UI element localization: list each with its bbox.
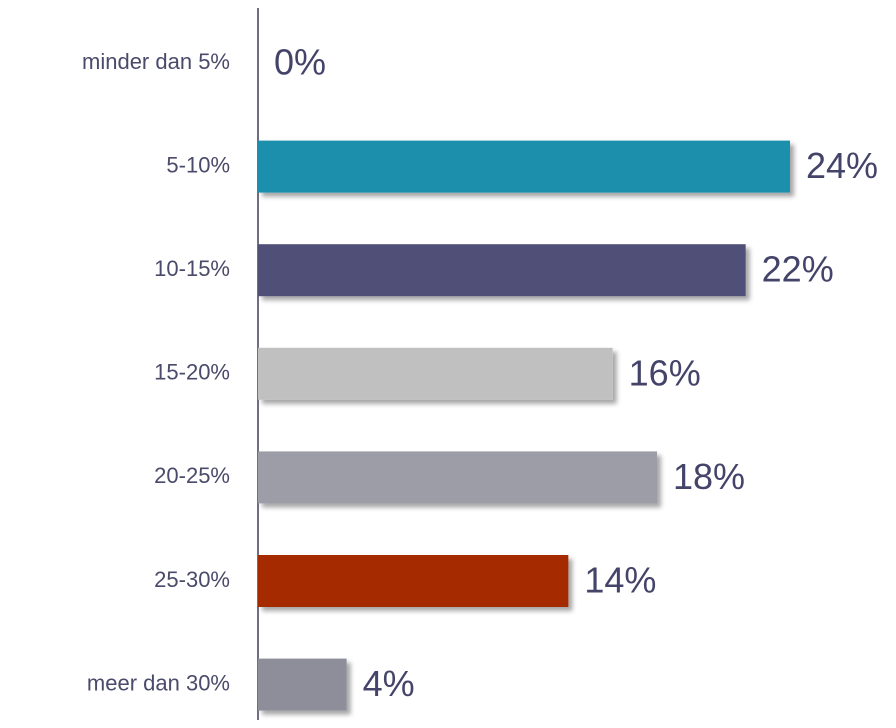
category-label: 20-25% bbox=[154, 463, 230, 488]
bar bbox=[258, 140, 790, 193]
value-label: 18% bbox=[673, 456, 745, 497]
bar bbox=[258, 555, 569, 607]
category-label: minder dan 5% bbox=[82, 49, 230, 74]
bar bbox=[258, 347, 613, 400]
category-label: 15-20% bbox=[154, 360, 230, 385]
category-label: 5-10% bbox=[166, 152, 230, 177]
category-label: 10-15% bbox=[154, 256, 230, 281]
value-label: 22% bbox=[762, 249, 834, 290]
bar bbox=[258, 244, 746, 297]
value-label: 24% bbox=[806, 145, 878, 186]
bar bbox=[258, 658, 347, 711]
value-label: 0% bbox=[274, 42, 326, 83]
value-label: 16% bbox=[629, 352, 701, 393]
bar bbox=[258, 451, 657, 504]
value-label: 14% bbox=[584, 560, 656, 601]
value-label: 4% bbox=[363, 663, 415, 704]
category-label: 25-30% bbox=[154, 567, 230, 592]
category-label: meer dan 30% bbox=[87, 670, 230, 695]
